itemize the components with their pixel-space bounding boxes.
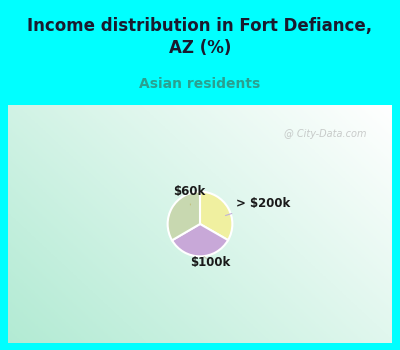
Text: @ City-Data.com: @ City-Data.com	[284, 128, 367, 139]
Text: Asian residents: Asian residents	[139, 77, 261, 91]
Wedge shape	[200, 192, 232, 240]
Text: $60k: $60k	[173, 186, 206, 205]
Wedge shape	[168, 192, 200, 240]
Text: > $200k: > $200k	[226, 197, 290, 216]
Text: $100k: $100k	[190, 256, 231, 269]
Wedge shape	[172, 224, 228, 256]
Text: Income distribution in Fort Defiance,
AZ (%): Income distribution in Fort Defiance, AZ…	[28, 17, 372, 57]
